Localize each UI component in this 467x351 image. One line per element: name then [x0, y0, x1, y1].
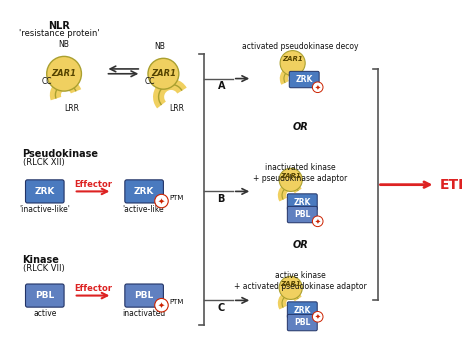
Text: LRR: LRR — [170, 104, 184, 113]
Text: Effector: Effector — [74, 180, 112, 189]
Circle shape — [279, 168, 302, 191]
Text: ZAR1: ZAR1 — [51, 69, 77, 78]
Text: ZRK: ZRK — [35, 187, 55, 196]
Text: ZAR1: ZAR1 — [280, 173, 301, 179]
Text: inactivated kinase
+ pseudokinase adaptor: inactivated kinase + pseudokinase adapto… — [253, 164, 347, 183]
Text: ZRK: ZRK — [134, 187, 154, 196]
Text: PBL: PBL — [35, 291, 55, 300]
FancyBboxPatch shape — [287, 206, 317, 223]
Text: PTM: PTM — [169, 195, 184, 201]
Text: active: active — [33, 309, 57, 318]
Circle shape — [155, 194, 168, 208]
Text: A: A — [218, 81, 225, 91]
Text: 'active-like': 'active-like' — [122, 205, 166, 214]
Text: ZAR1: ZAR1 — [282, 56, 303, 62]
Text: 'inactive-like': 'inactive-like' — [19, 205, 70, 214]
FancyBboxPatch shape — [26, 180, 64, 203]
Circle shape — [155, 298, 168, 312]
Text: PBL: PBL — [134, 291, 154, 300]
Text: ✦: ✦ — [158, 197, 165, 206]
Text: CC: CC — [42, 77, 52, 86]
FancyBboxPatch shape — [26, 284, 64, 307]
Circle shape — [312, 311, 323, 322]
Text: NB: NB — [154, 42, 165, 51]
Text: PTM: PTM — [169, 299, 184, 305]
Text: PBL: PBL — [294, 210, 311, 219]
Text: PBL: PBL — [294, 318, 311, 327]
Circle shape — [280, 51, 305, 76]
Text: ZRK: ZRK — [296, 75, 313, 84]
FancyBboxPatch shape — [287, 302, 317, 318]
Text: LRR: LRR — [64, 104, 79, 113]
Text: Kinase: Kinase — [22, 255, 59, 265]
Text: 'resistance protein': 'resistance protein' — [19, 29, 99, 38]
Circle shape — [312, 216, 323, 227]
Circle shape — [148, 58, 179, 89]
FancyBboxPatch shape — [125, 180, 163, 203]
Text: C: C — [218, 303, 225, 313]
Text: ETI: ETI — [440, 178, 465, 192]
Text: NLR: NLR — [48, 21, 70, 31]
Text: CC: CC — [145, 77, 155, 86]
Text: activated pseudokinase decoy: activated pseudokinase decoy — [242, 42, 359, 51]
Text: ZAR1: ZAR1 — [280, 281, 301, 287]
Wedge shape — [150, 62, 167, 71]
Text: ✦: ✦ — [158, 301, 165, 310]
Text: NB: NB — [59, 40, 70, 49]
Wedge shape — [55, 60, 73, 70]
Text: ✦: ✦ — [315, 218, 321, 224]
Circle shape — [279, 276, 302, 299]
Text: Effector: Effector — [74, 284, 112, 293]
Text: inactivated: inactivated — [122, 309, 166, 318]
Text: ✦: ✦ — [315, 314, 321, 320]
FancyBboxPatch shape — [287, 314, 317, 331]
FancyBboxPatch shape — [125, 284, 163, 307]
Text: (RLCK VII): (RLCK VII) — [22, 264, 64, 273]
Text: ✦: ✦ — [315, 84, 321, 90]
Text: B: B — [218, 194, 225, 204]
Text: active kinase
+ activated pseudokinase adaptor: active kinase + activated pseudokinase a… — [234, 271, 367, 291]
Circle shape — [47, 57, 81, 91]
Text: Pseudokinase: Pseudokinase — [22, 149, 99, 159]
Text: (RLCK XII): (RLCK XII) — [22, 158, 64, 167]
Text: OR: OR — [292, 122, 308, 132]
Circle shape — [312, 82, 323, 93]
FancyBboxPatch shape — [289, 71, 319, 88]
Text: ZRK: ZRK — [294, 305, 311, 314]
Text: ZAR1: ZAR1 — [151, 69, 176, 78]
Text: ZRK: ZRK — [294, 198, 311, 206]
Text: OR: OR — [292, 240, 308, 250]
FancyBboxPatch shape — [287, 194, 317, 210]
